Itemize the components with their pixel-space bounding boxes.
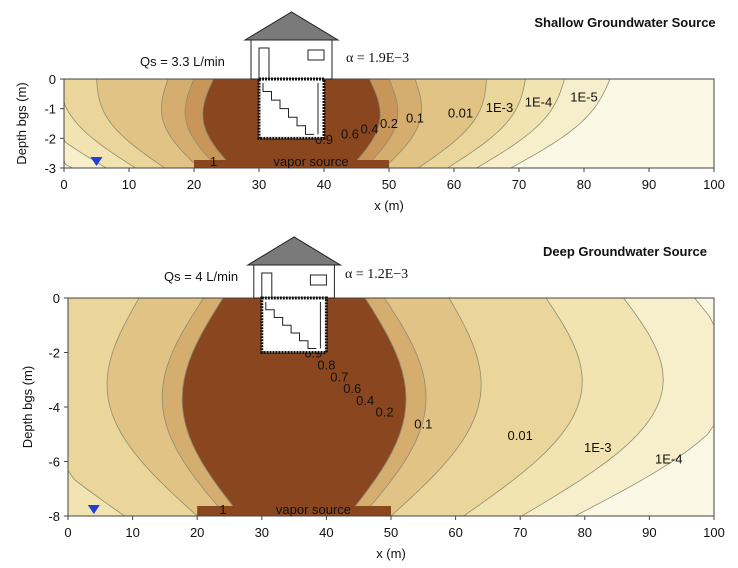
x-tick-label: 70 bbox=[513, 525, 527, 540]
x-tick-label: 10 bbox=[125, 525, 139, 540]
vapor-source-label: vapor source bbox=[276, 502, 351, 517]
x-tick-label: 20 bbox=[187, 177, 201, 192]
y-tick-label: -4 bbox=[48, 400, 60, 415]
contour-label-1E-4: 1E-4 bbox=[525, 95, 552, 110]
y-axis-label: Depth bgs (m) bbox=[20, 366, 35, 448]
house-door bbox=[261, 272, 273, 299]
contour-label-0.2: 0.2 bbox=[380, 116, 398, 131]
y-tick-label: 0 bbox=[53, 291, 60, 306]
house-window bbox=[307, 49, 325, 61]
x-tick-label: 90 bbox=[642, 177, 656, 192]
x-tick-label: 40 bbox=[319, 525, 333, 540]
basement-wall bbox=[257, 77, 326, 140]
x-tick-label: 40 bbox=[317, 177, 331, 192]
x-tick-label: 30 bbox=[255, 525, 269, 540]
x-tick-label: 10 bbox=[122, 177, 136, 192]
contour-label-1E-5: 1E-5 bbox=[570, 89, 597, 104]
shallow-source-panel: 1E-51E-41E-30.010.10.20.40.60.91vapor so… bbox=[14, 11, 725, 213]
contour-label-0.6: 0.6 bbox=[343, 381, 361, 396]
x-tick-label: 50 bbox=[382, 177, 396, 192]
y-tick-label: -1 bbox=[44, 102, 56, 117]
house-roof bbox=[243, 11, 340, 41]
y-tick-label: -8 bbox=[48, 509, 60, 524]
contour-label-0.01: 0.01 bbox=[508, 428, 533, 443]
x-tick-label: 50 bbox=[384, 525, 398, 540]
x-tick-label: 60 bbox=[447, 177, 461, 192]
x-tick-label: 90 bbox=[642, 525, 656, 540]
x-tick-label: 80 bbox=[577, 177, 591, 192]
x-tick-label: 70 bbox=[512, 177, 526, 192]
house-door bbox=[258, 47, 270, 80]
x-tick-label: 0 bbox=[64, 525, 71, 540]
contour-label-0.01: 0.01 bbox=[448, 105, 473, 120]
contour-label-1: 1 bbox=[219, 502, 226, 517]
y-tick-label: -3 bbox=[44, 161, 56, 176]
x-axis-label: x (m) bbox=[374, 198, 404, 213]
alpha-annotation: α = 1.2E−3 bbox=[345, 267, 408, 282]
contour-label-0.6: 0.6 bbox=[341, 127, 359, 142]
contour-label-0.1: 0.1 bbox=[406, 111, 424, 126]
qs-annotation: Qs = 4 L/min bbox=[164, 269, 238, 284]
x-tick-label: 20 bbox=[190, 525, 204, 540]
vapor-source-strip bbox=[197, 506, 391, 516]
y-tick-label: -6 bbox=[48, 455, 60, 470]
x-tick-label: 80 bbox=[578, 525, 592, 540]
panel-title: Shallow Groundwater Source bbox=[534, 15, 715, 30]
house-icon bbox=[246, 236, 343, 354]
y-axis-label: Depth bgs (m) bbox=[14, 82, 29, 164]
house-window bbox=[309, 274, 327, 286]
vapor-source-label: vapor source bbox=[273, 154, 348, 169]
contour-label-1E-3: 1E-3 bbox=[486, 100, 513, 115]
basement-wall bbox=[260, 296, 328, 354]
water-table-triangle-icon bbox=[87, 505, 100, 514]
y-tick-label: -2 bbox=[48, 346, 60, 361]
x-tick-label: 100 bbox=[703, 525, 725, 540]
contour-label-0.1: 0.1 bbox=[414, 416, 432, 431]
x-tick-label: 100 bbox=[703, 177, 725, 192]
alpha-annotation: α = 1.9E−3 bbox=[346, 51, 409, 66]
vapor-source-strip bbox=[194, 160, 389, 168]
house-icon bbox=[243, 11, 340, 140]
y-tick-label: -2 bbox=[44, 131, 56, 146]
basement-stairs bbox=[262, 83, 314, 135]
y-tick-label: 0 bbox=[49, 72, 56, 87]
contour-label-0.8: 0.8 bbox=[317, 358, 335, 373]
contour-label-0.7: 0.7 bbox=[330, 369, 348, 384]
x-tick-label: 60 bbox=[448, 525, 462, 540]
panel-title: Deep Groundwater Source bbox=[543, 244, 707, 259]
contour-label-1E-4: 1E-4 bbox=[655, 452, 682, 467]
contour-label-0.4: 0.4 bbox=[360, 121, 378, 136]
basement-stairs bbox=[265, 302, 317, 349]
x-tick-label: 0 bbox=[60, 177, 67, 192]
contour-label-1E-3: 1E-3 bbox=[584, 440, 611, 455]
qs-annotation: Qs = 3.3 L/min bbox=[140, 54, 225, 69]
contour-label-0.4: 0.4 bbox=[356, 393, 374, 408]
contour-label-0.2: 0.2 bbox=[376, 405, 394, 420]
x-axis-label: x (m) bbox=[376, 546, 406, 561]
house-roof bbox=[246, 236, 343, 266]
water-table-triangle-icon bbox=[90, 157, 103, 166]
deep-source-panel: 1E-41E-30.010.10.20.40.60.70.80.91vapor … bbox=[20, 236, 725, 561]
contour-label-1: 1 bbox=[210, 154, 217, 169]
x-tick-label: 30 bbox=[252, 177, 266, 192]
